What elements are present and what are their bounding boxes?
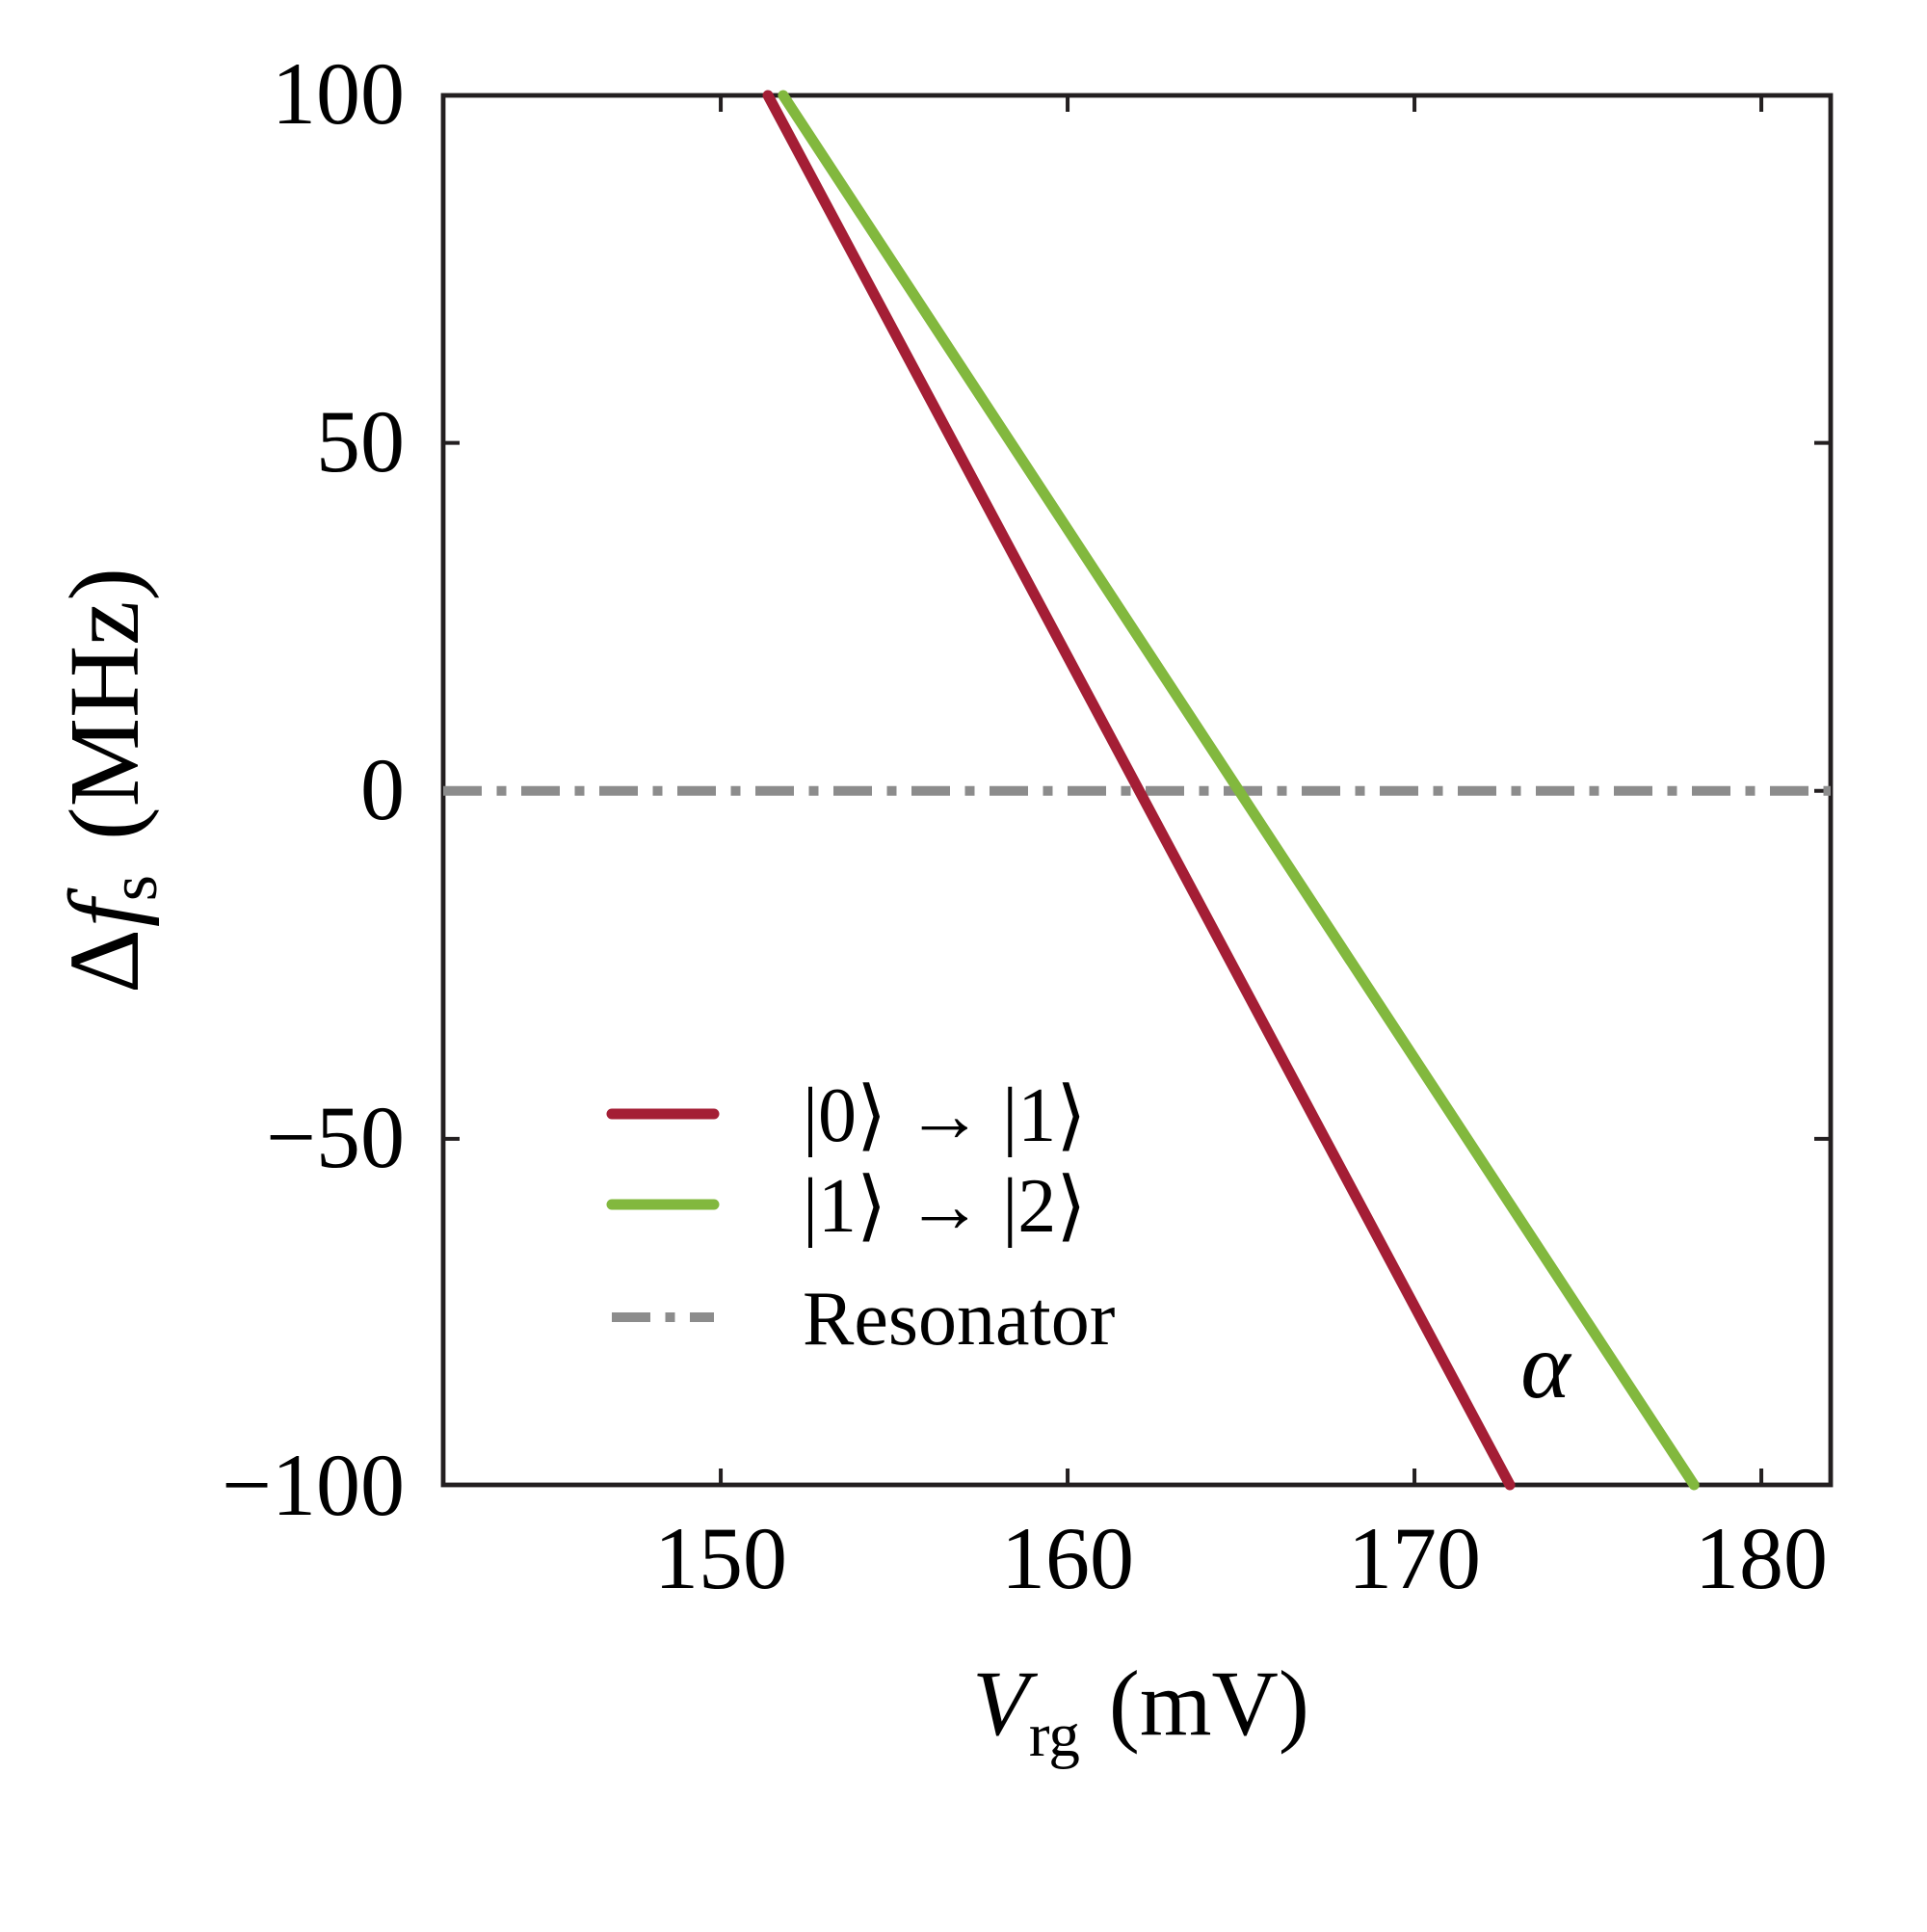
svg-text:−100: −100 xyxy=(222,1436,405,1534)
svg-text:160: 160 xyxy=(1001,1509,1134,1607)
svg-text:|1⟩ → |2⟩: |1⟩ → |2⟩ xyxy=(803,1164,1086,1249)
svg-text:Resonator: Resonator xyxy=(803,1277,1115,1362)
svg-text:50: 50 xyxy=(316,392,405,490)
svg-text:100: 100 xyxy=(272,44,405,143)
svg-text:180: 180 xyxy=(1695,1509,1828,1607)
svg-text:α: α xyxy=(1520,1314,1572,1418)
svg-text:150: 150 xyxy=(654,1509,787,1607)
svg-text:170: 170 xyxy=(1348,1509,1481,1607)
svg-text:|0⟩ → |1⟩: |0⟩ → |1⟩ xyxy=(803,1073,1086,1158)
svg-text:Vrg (mV): Vrg (mV) xyxy=(972,1652,1309,1770)
svg-text:0: 0 xyxy=(360,740,405,838)
svg-text:Δfs (MHz): Δfs (MHz) xyxy=(49,568,172,993)
svg-text:−50: −50 xyxy=(266,1088,405,1186)
